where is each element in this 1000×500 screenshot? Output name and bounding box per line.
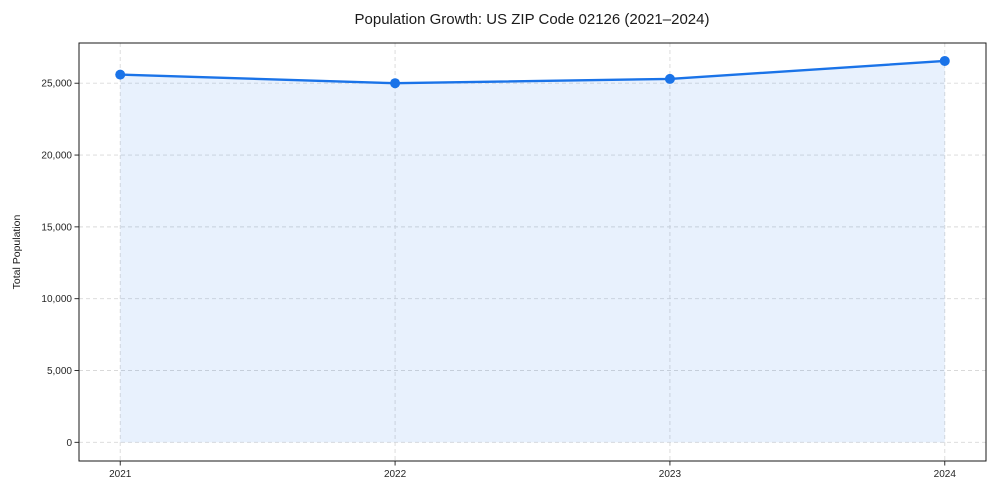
data-point (115, 69, 126, 80)
spine-layer (78, 42, 987, 462)
line-layer (119, 59, 946, 85)
x-tick-label: 2022 (384, 469, 407, 480)
y-tick-label: 0 (66, 438, 72, 449)
data-line (119, 59, 946, 85)
y-tick-label: 25,000 (41, 79, 72, 90)
y-tick-label: 10,000 (41, 294, 72, 305)
data-point (939, 55, 950, 66)
y-tick-label: 5,000 (47, 366, 72, 377)
x-tick-label: 2023 (659, 469, 682, 480)
x-tick-label: 2024 (934, 469, 957, 480)
tick-layer (74, 82, 946, 466)
area-layer (120, 60, 945, 443)
plot-border (78, 42, 987, 462)
marker-layer (115, 55, 950, 89)
y-tick-label: 15,000 (41, 222, 72, 233)
tick-label-layer: 2021 2022 2023 2024 0 5,000 10,000 15,000 20,000… (41, 79, 956, 480)
area-fill (120, 60, 945, 443)
y-tick-label: 20,000 (41, 151, 72, 162)
chart-title: Population Growth: US ZIP Code 02126 (20… (355, 11, 710, 28)
data-point (390, 78, 401, 89)
y-axis-label: Total Population (11, 214, 23, 289)
x-tick-label: 2021 (109, 469, 132, 480)
data-point (664, 73, 675, 84)
